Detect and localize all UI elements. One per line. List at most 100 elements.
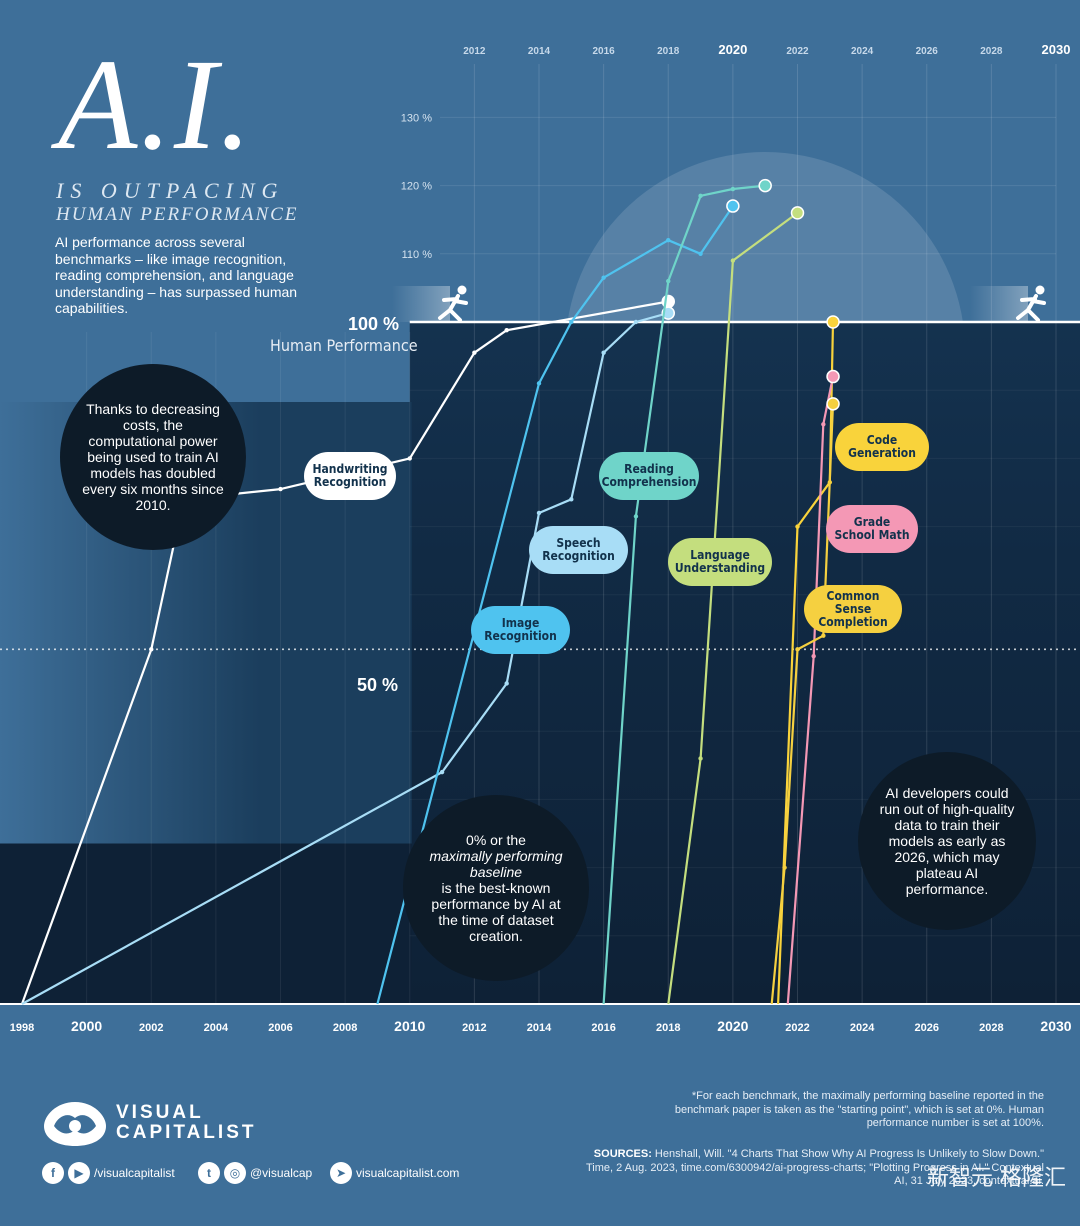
y-tick-label: 120 % [401, 181, 432, 193]
brand-name: VISUAL CAPITALIST [116, 1103, 256, 1143]
x-tick-label: 2004 [204, 1022, 229, 1034]
pill-handwriting-recognition: Handwriting Recognition [304, 452, 396, 500]
top-tick-label: 2024 [851, 46, 874, 57]
social-handle-visualcapitalist[interactable]: /visualcapitalist [94, 1166, 175, 1180]
baseline-note-bubble: 0% or the maximally performing baseline is… [403, 795, 589, 981]
series-point-speech-recognition [536, 510, 542, 516]
data-note-text: AI developers could run out of high-qual… [879, 785, 1015, 897]
series-endpoint-code-generation [826, 315, 840, 329]
baseline-note-text: 0% or the maximally performing baseline is… [423, 832, 569, 944]
twitter-icon[interactable]: t [198, 1162, 220, 1184]
x-tick-label: 2012 [462, 1022, 486, 1034]
pill-grade-school-math: Grade School Math [826, 505, 918, 553]
title-line-2: HUMAN PERFORMANCE [56, 204, 299, 225]
instagram-icon[interactable]: ◎ [224, 1162, 246, 1184]
intro-text: AI performance across several benchmarks… [55, 234, 298, 316]
series-line-language-understanding [667, 212, 799, 1005]
top-tick-label: 2028 [980, 46, 1003, 57]
top-tick-label: 2020 [718, 42, 747, 57]
pill-common-sense-completion: Common Sense Completion [804, 585, 902, 633]
series-point-handwriting-recognition [472, 350, 477, 355]
series-image-recognition [376, 199, 740, 1005]
series-point-speech-recognition [439, 769, 445, 775]
pill-code-generation: Code Generation [835, 423, 929, 471]
sources-text: Henshall, Will. "4 Charts That Show Why … [585, 1148, 1044, 1187]
social-handle-visualcap[interactable]: @visualcap [250, 1166, 313, 1180]
sources-label: SOURCES: [593, 1148, 652, 1160]
series-point-image-recognition [601, 275, 606, 280]
runner-icon-left-head [457, 285, 467, 295]
sources: SOURCES: Henshall, Will. "4 Charts That … [574, 1148, 1044, 1189]
pill-language-understanding: Language Understanding [668, 538, 772, 586]
series-point-common-sense-completion [795, 647, 800, 652]
series-point-handwriting-recognition [407, 456, 412, 461]
series-endpoint-grade-school-math [826, 369, 840, 384]
pill-image-recognition: Image Recognition [471, 606, 570, 654]
series-point-common-sense-completion [821, 633, 826, 638]
series-point-handwriting-recognition [149, 647, 154, 652]
series-point-reading-comprehension [698, 193, 703, 199]
series-point-code-generation [795, 524, 800, 529]
series-point-image-recognition [698, 251, 703, 256]
y-tick-label: 130 % [401, 112, 432, 124]
cursor-icon: ➤ [330, 1162, 352, 1184]
brand-logo[interactable]: VISUAL CAPITALIST [42, 1096, 256, 1150]
lower-left-area [0, 843, 412, 1004]
series-point-language-understanding [698, 756, 703, 761]
x-tick-label: 2016 [591, 1022, 615, 1034]
series-point-speech-recognition [504, 681, 509, 686]
x-tick-label: 2020 [717, 1018, 748, 1034]
series-reading-comprehension [602, 178, 772, 1005]
series-line-speech-recognition [21, 312, 669, 1005]
youtube-icon[interactable]: ▶ [68, 1162, 90, 1184]
x-tick-label: 2024 [850, 1022, 875, 1034]
compute-note-text: Thanks to decreasing costs, the computat… [82, 401, 224, 513]
x-tick-label: 2002 [139, 1022, 163, 1034]
series-point-handwriting-recognition [278, 486, 283, 492]
series-point-handwriting-recognition [504, 327, 509, 333]
series-point-speech-recognition [601, 350, 606, 355]
human-level-percent: 100 % [348, 314, 400, 334]
x-tick-label: 2008 [333, 1022, 357, 1034]
x-tick-label: 2028 [979, 1022, 1003, 1034]
brand-mark-icon [44, 1102, 106, 1146]
x-tick-label: 2006 [268, 1022, 292, 1034]
top-tick-label: 2026 [916, 46, 939, 57]
social-website[interactable]: ➤ visualcapitalist.com [330, 1162, 459, 1184]
footnote: *For each benchmark, the maximally perfo… [674, 1090, 1044, 1129]
brand-line-1: VISUAL [116, 1102, 204, 1123]
human-performance-label: Human Performance [270, 336, 418, 355]
series-common-sense-completion [770, 397, 840, 1005]
runner-icon-left-body [438, 294, 468, 322]
social-facebook-youtube[interactable]: f ▶ /visualcapitalist [42, 1162, 175, 1184]
runner-icon-left [392, 285, 468, 322]
series-point-speech-recognition [569, 497, 574, 502]
series-point-language-understanding [730, 258, 736, 263]
top-tick-label: 2012 [463, 46, 486, 57]
watermark: 新智元 格隆汇 [927, 1166, 1066, 1191]
top-tick-label: 2014 [528, 46, 551, 57]
series-point-reading-comprehension [633, 514, 639, 519]
social-twitter-instagram[interactable]: t ◎ @visualcap [198, 1162, 312, 1184]
series-point-image-recognition [569, 319, 574, 325]
top-tick-label: 2022 [786, 46, 809, 57]
runner-icon-right-head [1035, 285, 1045, 295]
x-tick-label: 2014 [527, 1022, 552, 1034]
series-line-reading-comprehension [602, 184, 766, 1005]
series-point-grade-school-math [811, 653, 816, 659]
series-endpoint-common-sense-completion [826, 397, 840, 411]
series-endpoint-reading-comprehension [758, 178, 772, 193]
x-tick-label: 2010 [394, 1018, 425, 1034]
series-point-speech-recognition [633, 319, 639, 325]
series-point-reading-comprehension [730, 186, 736, 192]
series-endpoint-image-recognition [726, 199, 740, 213]
x-tick-label: 2018 [656, 1022, 680, 1034]
top-tick-label: 2016 [593, 46, 616, 57]
pill-reading-comprehension: Reading Comprehension [599, 452, 699, 500]
website-link[interactable]: visualcapitalist.com [356, 1166, 460, 1180]
series-point-image-recognition [536, 381, 542, 386]
series-point-image-recognition [666, 237, 671, 243]
facebook-icon[interactable]: f [42, 1162, 64, 1184]
series-endpoint-language-understanding [790, 206, 805, 220]
